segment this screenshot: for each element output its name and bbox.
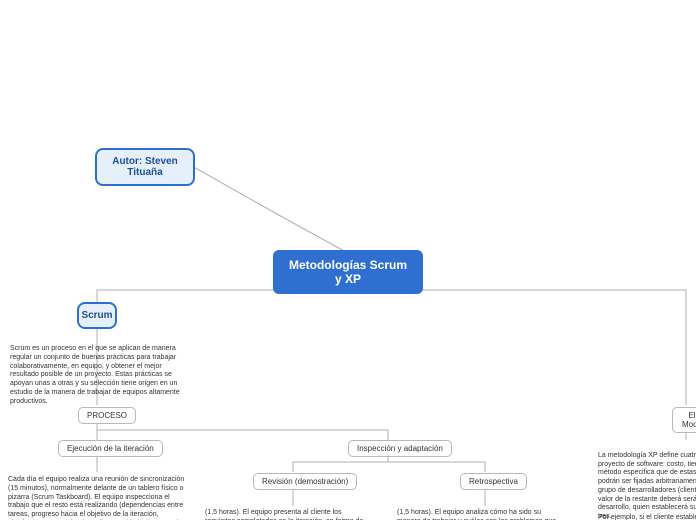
retro-label: Retrospectiva	[469, 477, 518, 486]
ejecucion-description: Cada día el equipo realiza una reunión d…	[8, 476, 188, 520]
proceso-node[interactable]: PROCESO	[78, 407, 136, 424]
author-label: Autor: Steven Tituaña	[111, 156, 179, 178]
inspeccion-node[interactable]: Inspección y adaptación	[348, 440, 452, 457]
xp-description-2: Por ejemplo, si el cliente establece jef…	[598, 505, 696, 520]
proceso-label: PROCESO	[87, 411, 127, 420]
revision-description: (1,5 horas). El equipo presenta al clien…	[205, 509, 370, 520]
revision-label: Revisión (demostración)	[262, 477, 348, 486]
inspeccion-label: Inspección y adaptación	[357, 444, 443, 453]
revision-node[interactable]: Revisión (demostración)	[253, 473, 357, 490]
root-label: Metodologías Scrum y XP	[287, 258, 409, 286]
ejecucion-label: Ejecución de la iteración	[67, 444, 154, 453]
scrum-label: Scrum	[81, 310, 112, 321]
scrum-description: Scrum es un proceso en el que se aplican…	[10, 345, 188, 406]
modelo-label: El Mode	[681, 411, 696, 429]
retro-description: (1,5 horas). El equipo analiza cómo ha s…	[397, 509, 562, 520]
modelo-node[interactable]: El Mode	[672, 407, 696, 433]
author-node[interactable]: Autor: Steven Tituaña	[95, 148, 195, 186]
retro-node[interactable]: Retrospectiva	[460, 473, 527, 490]
root-node[interactable]: Metodologías Scrum y XP	[273, 250, 423, 294]
ejecucion-node[interactable]: Ejecución de la iteración	[58, 440, 163, 457]
scrum-node[interactable]: Scrum	[77, 302, 117, 329]
